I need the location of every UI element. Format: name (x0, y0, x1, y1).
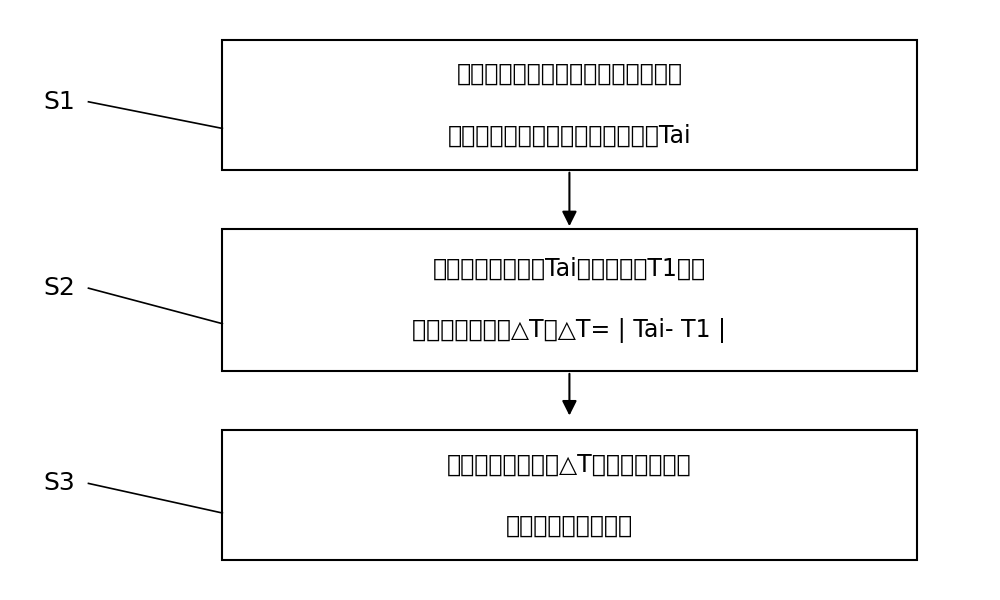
Bar (222, 430, 916, 560)
Text: 状态下，获取当前的室内环境温度Tai: 状态下，获取当前的室内环境温度Tai (448, 124, 691, 148)
Bar (222, 40, 916, 170)
Text: 计算室内环境温度Tai与预设温度T1之间: 计算室内环境温度Tai与预设温度T1之间 (433, 257, 706, 281)
Text: 在空调器的制热模式或制冷模式运行: 在空调器的制热模式或制冷模式运行 (456, 62, 682, 86)
Text: S3: S3 (44, 472, 76, 496)
Text: S1: S1 (44, 90, 76, 114)
Text: 器导风角度进行调节: 器导风角度进行调节 (506, 514, 633, 538)
Text: 的温度差绝对值△T，△T= | Tai- T1 |: 的温度差绝对值△T，△T= | Tai- T1 | (412, 318, 726, 343)
Text: 根据温度差绝对值△T，对当前的空调: 根据温度差绝对值△T，对当前的空调 (447, 452, 692, 476)
Bar (222, 229, 916, 371)
Text: S2: S2 (44, 276, 76, 300)
